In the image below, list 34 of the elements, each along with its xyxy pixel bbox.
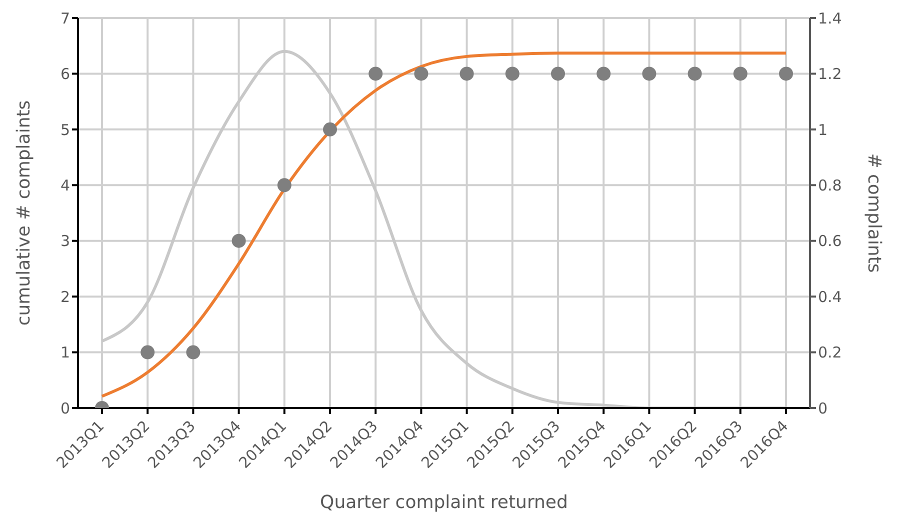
y-tick-label: 3 (60, 232, 70, 250)
point (688, 66, 702, 81)
point (140, 345, 155, 360)
y-tick-label: 1 (60, 344, 70, 362)
y2-tick-label: 1.4 (818, 9, 842, 28)
point (186, 345, 200, 360)
y-tick-label: 6 (60, 65, 70, 84)
point (414, 66, 428, 81)
y2-tick-label: 0.6 (818, 232, 842, 250)
point (323, 122, 337, 136)
x-axis-title: Quarter complaint returned (320, 492, 568, 513)
point (642, 66, 656, 81)
y2-tick-label: 0.4 (818, 288, 842, 306)
point (277, 178, 292, 192)
y-tick-label: 5 (60, 120, 70, 139)
y-tick-label: 0 (60, 399, 70, 418)
y-axis-title: cumulative # complaints (13, 100, 34, 326)
point (779, 66, 793, 81)
y-tick-label: 4 (60, 176, 70, 194)
point (505, 66, 520, 81)
point (596, 66, 611, 81)
y2-tick-label: 0.8 (818, 176, 842, 194)
point (551, 66, 565, 81)
point (368, 66, 383, 81)
point (733, 66, 748, 81)
point (460, 66, 474, 81)
y2-tick-label: 0.2 (818, 344, 842, 362)
y2-tick-label: 1 (818, 120, 828, 139)
y2-axis-title: # complaints (864, 153, 885, 273)
y2-tick-label: 1.2 (818, 65, 842, 84)
y2-tick-label: 0 (818, 399, 828, 418)
y-tick-label: 2 (60, 288, 70, 306)
y-tick-label: 7 (60, 9, 70, 28)
point (232, 234, 246, 248)
